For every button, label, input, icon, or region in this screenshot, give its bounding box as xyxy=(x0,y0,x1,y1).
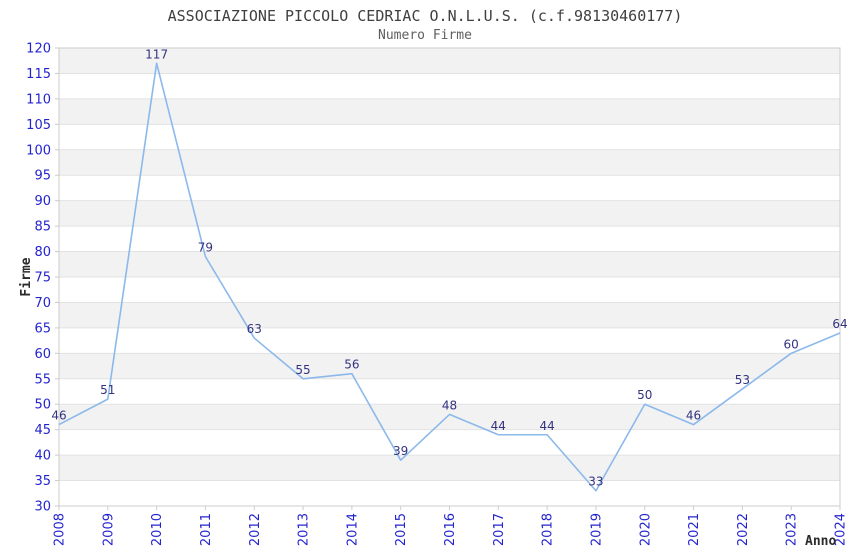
point-label: 33 xyxy=(588,475,603,489)
x-tick-label: 2023 xyxy=(785,513,800,546)
y-tick-label: 120 xyxy=(26,42,51,57)
x-tick-label: 2017 xyxy=(492,513,507,546)
plot-band xyxy=(59,251,840,277)
plot-band xyxy=(59,404,840,430)
point-label: 39 xyxy=(393,444,408,458)
x-tick-label: 2015 xyxy=(394,513,409,546)
y-tick-label: 110 xyxy=(26,92,51,107)
point-label: 64 xyxy=(832,317,847,331)
x-tick-label: 2008 xyxy=(53,513,68,546)
y-tick-label: 30 xyxy=(34,500,51,515)
y-tick-label: 45 xyxy=(34,423,51,438)
x-tick-label: 2024 xyxy=(834,513,849,546)
y-tick-label: 35 xyxy=(34,474,51,489)
point-label: 53 xyxy=(735,373,750,387)
y-tick-label: 55 xyxy=(34,372,51,387)
point-label: 44 xyxy=(539,419,554,433)
x-tick-label: 2021 xyxy=(687,513,702,546)
x-tick-label: 2018 xyxy=(541,513,556,546)
plot-band xyxy=(59,302,840,328)
point-label: 51 xyxy=(100,383,115,397)
y-tick-label: 85 xyxy=(34,220,51,235)
y-tick-label: 60 xyxy=(34,347,51,362)
point-label: 50 xyxy=(637,388,652,402)
plot-band xyxy=(59,200,840,227)
y-tick-label: 80 xyxy=(34,245,51,260)
y-tick-label: 90 xyxy=(34,194,51,209)
plot-band xyxy=(59,48,840,74)
y-axis-title: Firme xyxy=(19,257,34,297)
x-tick-label: 2009 xyxy=(101,513,116,546)
x-tick-label: 2011 xyxy=(199,513,214,546)
x-tick-label: 2014 xyxy=(345,513,360,546)
plot-band xyxy=(59,149,840,176)
point-label: 79 xyxy=(198,241,213,255)
y-tick-label: 95 xyxy=(34,169,51,184)
point-label: 55 xyxy=(295,363,310,377)
y-tick-label: 50 xyxy=(34,398,51,413)
x-tick-label: 2012 xyxy=(248,513,263,546)
point-label: 46 xyxy=(686,409,701,423)
x-tick-label: 2020 xyxy=(638,513,653,546)
point-label: 46 xyxy=(51,409,66,423)
x-tick-label: 2010 xyxy=(150,513,165,546)
y-tick-label: 75 xyxy=(34,271,51,286)
point-label: 60 xyxy=(784,337,799,351)
x-axis-title: Anno xyxy=(805,534,837,549)
y-tick-label: 65 xyxy=(34,321,51,336)
point-label: 44 xyxy=(491,419,506,433)
y-tick-label: 100 xyxy=(26,143,51,158)
point-label: 48 xyxy=(442,398,457,412)
y-tick-label: 105 xyxy=(26,118,51,133)
series-line xyxy=(58,62,841,492)
plot-band xyxy=(59,455,840,481)
x-tick-label: 2013 xyxy=(297,513,312,546)
y-tick-label: 70 xyxy=(34,296,51,311)
y-tick-label: 115 xyxy=(26,67,51,82)
chart-title: ASSOCIAZIONE PICCOLO CEDRIAC O.N.L.U.S. … xyxy=(167,7,683,25)
point-label: 117 xyxy=(145,47,168,61)
y-tick-label: 40 xyxy=(34,449,51,464)
x-tick-label: 2022 xyxy=(736,513,751,546)
chart-subtitle: Numero Firme xyxy=(378,28,472,43)
x-tick-label: 2019 xyxy=(589,513,604,546)
point-label: 63 xyxy=(247,322,262,336)
plot-band xyxy=(59,353,840,379)
point-label: 56 xyxy=(344,358,359,372)
plot-band xyxy=(59,98,840,125)
x-tick-label: 2016 xyxy=(443,513,458,546)
